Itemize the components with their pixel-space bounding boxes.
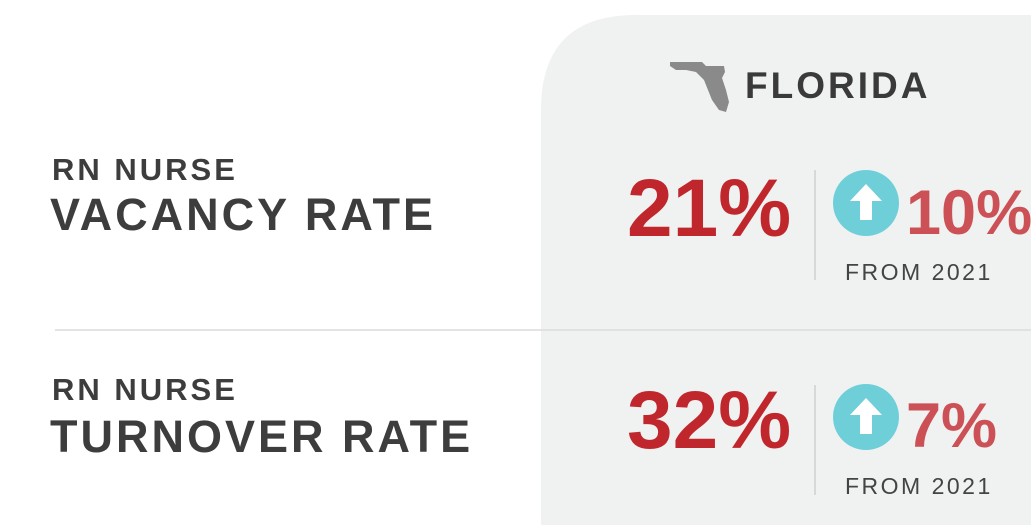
florida-icon — [670, 62, 729, 112]
up-arrow — [850, 398, 882, 434]
stat-note: FROM 2021 — [845, 259, 993, 285]
row-label-main: VACANCY RATE — [50, 189, 436, 240]
row-label-top: RN NURSE — [52, 152, 238, 187]
row-label-main: TURNOVER RATE — [50, 411, 473, 462]
stat-row: RN NURSE TURNOVER RATE 32% 7% FROM 2021 — [50, 372, 997, 499]
stat-change: 10% — [906, 178, 1031, 248]
stat-change: 7% — [906, 391, 997, 461]
stat-value: 32% — [627, 375, 791, 466]
region-title: FLORIDA — [745, 65, 930, 106]
stat-value: 21% — [627, 163, 791, 254]
row-label-top: RN NURSE — [52, 372, 238, 407]
up-arrow — [850, 184, 882, 220]
state-panel — [541, 15, 1031, 525]
stat-note: FROM 2021 — [845, 473, 993, 499]
